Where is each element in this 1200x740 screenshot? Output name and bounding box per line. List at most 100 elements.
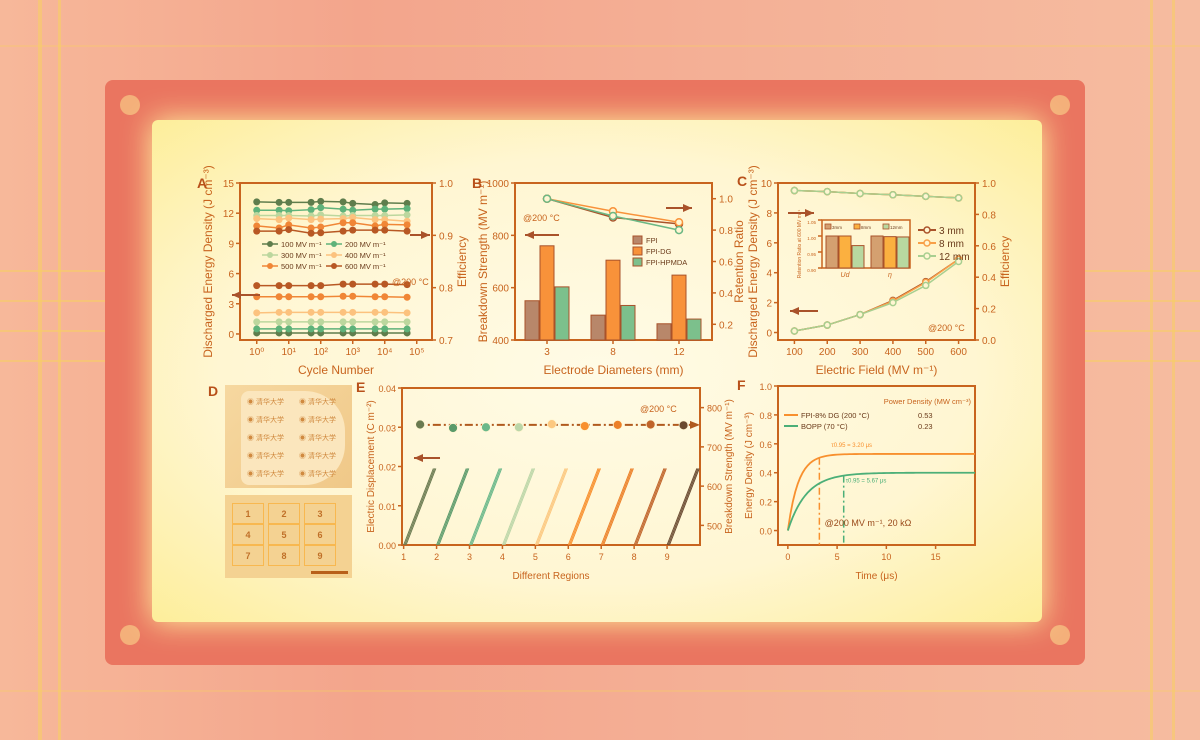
annotation: @200 °C: [928, 323, 965, 333]
background-stripe: [38, 0, 42, 740]
y2-tick-label: 700: [707, 443, 722, 453]
breakdown-point: [645, 419, 656, 430]
data-point: [307, 198, 315, 206]
data-point: [349, 226, 357, 234]
y2-tick-label: 0.6: [982, 242, 996, 253]
right-axis-arrow-head: [805, 209, 814, 217]
x-tick-label: 10⁴: [377, 347, 392, 358]
legend-label: FPI-DG: [646, 247, 672, 256]
data-point: [275, 325, 283, 333]
de-loop: [534, 468, 566, 546]
y2-tick-label: 800: [707, 404, 722, 414]
legend-label: FPI-8% DG (200 °C): [801, 411, 870, 420]
annotation: @200 MV m⁻¹, 20 kΩ: [825, 518, 912, 528]
data-point: [349, 214, 357, 222]
x-tick-label: 0: [785, 552, 790, 562]
data-point: [253, 215, 261, 223]
data-point: [317, 308, 325, 316]
y-tick-label: 10: [761, 179, 773, 190]
y-tick-label: 600: [492, 284, 509, 295]
grid-cell: 3: [304, 503, 336, 524]
de-loop: [536, 468, 567, 546]
data-point: [339, 292, 347, 300]
x-tick-label: 2: [434, 552, 439, 562]
y2-tick-label: 0.4: [719, 289, 733, 300]
x-tick-label: 10³: [346, 347, 361, 358]
energy-curve: [786, 471, 976, 531]
left-axis-arrow-head: [414, 454, 423, 462]
y-tick-label: 0.03: [378, 423, 396, 433]
y-tick-label: 800: [492, 231, 509, 242]
data-point: [317, 318, 325, 326]
y2-tick-label: 1.0: [439, 179, 453, 190]
y-tick-label: 0.02: [378, 463, 396, 473]
data-point: [285, 308, 293, 316]
data-point: [349, 206, 357, 214]
data-point: [275, 308, 283, 316]
data-point: [285, 214, 293, 222]
data-point: [317, 282, 325, 290]
y-tick-label: 1.00: [807, 236, 816, 241]
x-tick-label: 200: [819, 347, 836, 358]
breakdown-point: [481, 422, 491, 433]
data-point: [371, 308, 379, 316]
x-axis-label: Cycle Number: [298, 363, 374, 377]
left-axis-arrow-head: [525, 231, 534, 239]
background-stripe: [0, 45, 1200, 47]
data-point: [922, 192, 930, 201]
data-point: [381, 293, 389, 301]
logo: ◉ 清华大学: [247, 399, 284, 406]
data-point: [403, 211, 411, 219]
retention-point: [608, 211, 618, 221]
data-point: [403, 309, 411, 317]
corner-dot: [1050, 625, 1070, 645]
data-point: [307, 308, 315, 316]
x-axis-label: Time (μs): [855, 571, 897, 582]
data-point: [339, 318, 347, 326]
inset-legend-swatch: [882, 223, 890, 230]
data-point: [381, 199, 389, 207]
data-point: [371, 205, 379, 213]
data-point: [371, 216, 379, 224]
data-point: [349, 280, 357, 288]
panel-label-D: D: [208, 383, 218, 399]
data-point: [253, 325, 261, 333]
y2-tick-label: 0.8: [719, 226, 733, 237]
data-point: [403, 293, 411, 301]
inset-bar: [883, 236, 897, 269]
data-point: [253, 206, 261, 214]
data-point: [275, 216, 283, 224]
grid-cell: 9: [304, 545, 336, 566]
data-point: [381, 325, 389, 333]
energy-line: [794, 258, 960, 332]
y2-tick-label: 0.6: [719, 258, 733, 269]
y2-axis-label: Breakdown Strength (MV m⁻¹): [724, 399, 735, 534]
data-point: [889, 191, 897, 199]
breakdown-point: [612, 419, 623, 430]
x-tick-label: 5: [533, 552, 538, 562]
de-loop: [600, 468, 632, 546]
inset-legend-swatch: [853, 223, 861, 230]
panel-label-C: C: [737, 173, 747, 189]
data-point: [856, 189, 864, 198]
data-point: [403, 199, 411, 207]
annotation: @200 °C: [392, 277, 429, 287]
y-tick-label: 1.05: [807, 220, 816, 225]
annotation: @200 °C: [640, 404, 677, 414]
legend-marker: [331, 252, 337, 258]
data-point: [339, 308, 347, 316]
x-tick-label: 400: [885, 347, 902, 358]
y-tick-label: 0.00: [378, 541, 396, 551]
x-tick-label: 12: [673, 347, 685, 358]
x-tick-label: 5: [835, 552, 840, 562]
corner-dot: [120, 95, 140, 115]
plot-frame: [239, 182, 433, 341]
data-point: [889, 298, 897, 307]
data-point: [349, 325, 357, 333]
logo: ◉ 清华大学: [247, 471, 284, 478]
data-point: [403, 318, 411, 326]
t095-label: τ0.95 = 3.20 μs: [831, 443, 872, 449]
inset-bar: [870, 235, 884, 269]
data-point: [317, 204, 325, 212]
data-point: [349, 292, 357, 300]
